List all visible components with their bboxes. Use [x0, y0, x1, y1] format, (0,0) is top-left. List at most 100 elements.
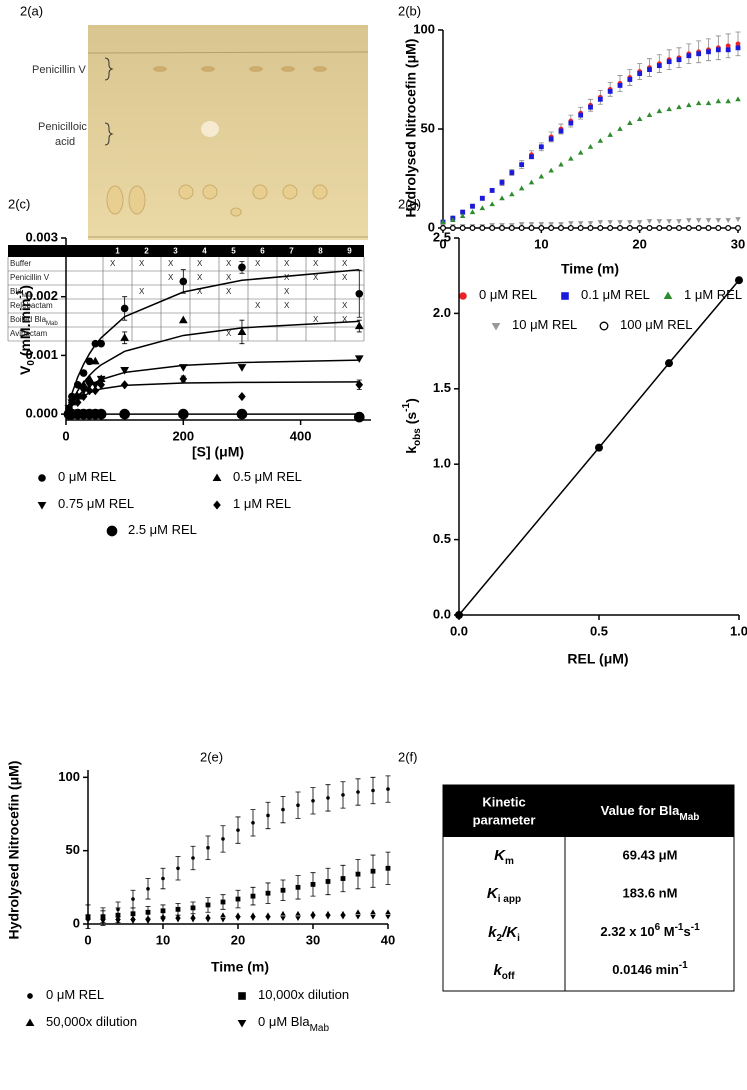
- marker: [79, 387, 88, 396]
- y-tick-label: 0: [428, 219, 435, 234]
- marker: [676, 104, 682, 110]
- cell-part: i app: [498, 894, 521, 905]
- marker: [705, 224, 712, 232]
- marker: [455, 611, 463, 619]
- legend-marker: [663, 291, 673, 300]
- marker: [265, 890, 271, 896]
- marker: [341, 793, 345, 797]
- marker: [646, 219, 653, 224]
- spots: [153, 66, 327, 72]
- cell-mark: X: [284, 287, 290, 296]
- marker: [666, 224, 673, 232]
- marker: [646, 224, 653, 232]
- marker: [190, 905, 196, 911]
- x-tick-label: 0.0: [450, 623, 468, 638]
- legend-part: 0 μM Bla: [258, 1014, 310, 1029]
- marker: [528, 224, 535, 232]
- marker: [558, 222, 564, 227]
- legend-part: 0.1 μM REL: [581, 287, 650, 302]
- marker: [676, 219, 682, 224]
- cell-part: K: [494, 847, 506, 864]
- marker: [85, 381, 94, 390]
- marker: [529, 154, 534, 160]
- spot: [128, 185, 146, 215]
- marker: [238, 391, 246, 402]
- spot: [201, 121, 219, 137]
- marker: [499, 195, 505, 201]
- marker: [725, 43, 731, 49]
- row-label: Boiled BlaMab: [10, 315, 58, 326]
- marker: [705, 100, 712, 106]
- header-cell: Value for BlaMab: [601, 803, 700, 823]
- marker: [120, 333, 130, 341]
- marker: [176, 866, 180, 871]
- marker: [469, 209, 476, 215]
- y-tick-label: 0.002: [25, 288, 58, 303]
- legend-label: 100 μM REL: [620, 317, 693, 332]
- marker: [235, 896, 241, 902]
- y-axis-title: Hydrolysed Nitrocefin (μM): [403, 39, 419, 218]
- marker: [439, 224, 447, 232]
- legend-marker: [213, 500, 221, 510]
- cell-part: Mab: [679, 812, 699, 823]
- spot-label: Penicillin V: [32, 64, 86, 76]
- x-axis-title: REL (μM): [567, 651, 628, 667]
- x-axis-title: Time (m): [561, 261, 619, 277]
- marker: [538, 173, 545, 179]
- cell-mark: X: [226, 329, 232, 338]
- marker: [205, 902, 211, 908]
- marker: [97, 380, 105, 390]
- cell-mark: X: [342, 259, 348, 268]
- marker: [597, 138, 604, 143]
- y-axis-title: V0 (mM.min-1): [15, 285, 37, 375]
- legend-label: 0.5 μM REL: [233, 469, 302, 484]
- marker: [326, 796, 330, 800]
- x-tick-label: 30: [731, 236, 745, 251]
- legend-marker: [212, 473, 222, 482]
- marker: [578, 112, 584, 118]
- marker: [250, 912, 256, 918]
- marker: [250, 916, 256, 922]
- marker: [725, 47, 731, 53]
- spot: [312, 184, 328, 200]
- x-tick-label: 30: [306, 932, 320, 947]
- legend-label: 0.1 μM REL: [581, 287, 650, 302]
- legend-part: 50,000x dilution: [46, 1014, 137, 1029]
- marker: [220, 899, 226, 905]
- y-tick-label: 100: [413, 21, 435, 36]
- spot: [281, 66, 295, 72]
- marker: [206, 845, 210, 850]
- x-tick-label: 0: [84, 932, 91, 947]
- marker: [325, 910, 331, 916]
- marker: [695, 224, 702, 232]
- marker: [280, 887, 286, 893]
- marker: [370, 914, 376, 920]
- marker: [715, 224, 722, 232]
- marker: [656, 219, 663, 224]
- cell-mark: X: [342, 273, 348, 282]
- y-tick-label: 50: [421, 120, 435, 135]
- marker: [518, 224, 525, 232]
- legend-label: 50,000x dilution: [46, 1014, 137, 1029]
- marker: [627, 120, 633, 125]
- y-tick-label: 0.5: [433, 531, 451, 546]
- column-label: 1: [115, 247, 120, 256]
- cell-mark: X: [313, 273, 319, 282]
- marker: [470, 203, 475, 209]
- marker: [686, 53, 692, 59]
- marker: [489, 187, 495, 193]
- marker: [528, 222, 535, 227]
- marker: [340, 910, 346, 916]
- header-cell: Kinetic: [482, 794, 525, 809]
- marker: [685, 224, 692, 232]
- x-axis-title: Time (m): [211, 959, 269, 975]
- cell-mark: X: [226, 287, 232, 296]
- marker: [557, 224, 565, 232]
- cell-mark: X: [197, 273, 203, 282]
- legend-label: 1 μM REL: [684, 287, 742, 302]
- label-part: Mab: [22, 293, 34, 299]
- spot: [178, 184, 194, 200]
- row-label: BlaMab: [10, 287, 34, 298]
- label-part: Avibactam: [10, 329, 48, 338]
